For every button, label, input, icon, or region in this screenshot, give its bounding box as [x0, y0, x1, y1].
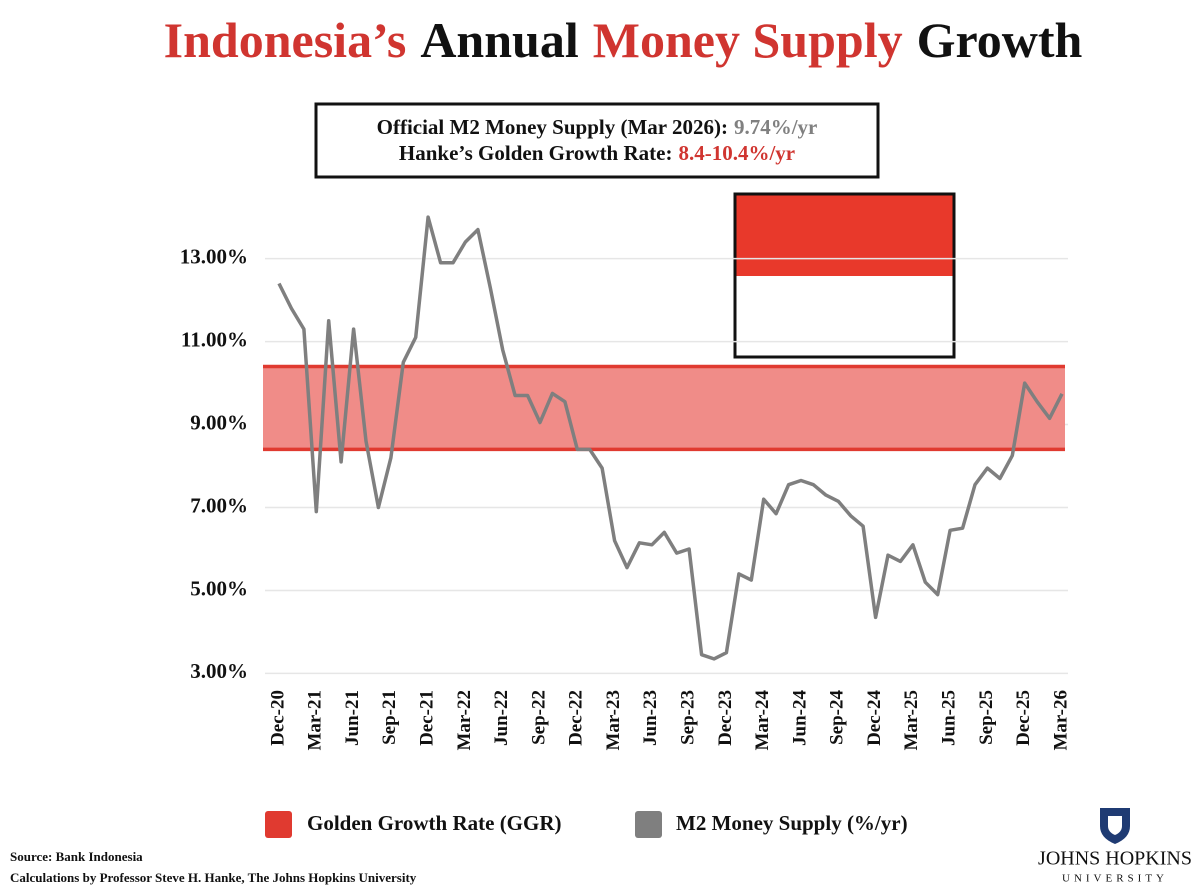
x-tick-label: Mar-25 [901, 690, 922, 751]
x-tick-label: Mar-26 [1050, 690, 1071, 751]
y-tick-label: 11.00% [181, 327, 248, 351]
x-tick-label: Sep-24 [827, 690, 848, 745]
x-tick-label: Mar-21 [305, 690, 326, 751]
flag [733, 192, 956, 359]
x-tick-label: Dec-20 [267, 690, 288, 746]
ggr-band [263, 366, 1065, 450]
x-tick-label: Mar-23 [603, 690, 624, 751]
series-line [277, 215, 1064, 661]
x-tick-label: Dec-22 [566, 690, 587, 746]
source: Source: Bank Indonesia [10, 849, 143, 864]
x-tick-label: Mar-24 [752, 690, 773, 751]
legend-label: Golden Growth Rate (GGR) [307, 811, 562, 835]
y-tick-label: 9.00% [190, 410, 248, 434]
x-tick-label: Sep-25 [976, 690, 997, 745]
title-part: Indonesia’s [164, 12, 407, 68]
title-part: Money Supply [593, 12, 903, 68]
title-part: Annual [420, 12, 579, 68]
x-tick-label: Dec-21 [417, 690, 438, 746]
shield-inner [1108, 816, 1122, 835]
legend-swatch [265, 811, 292, 838]
x-tick-label: Mar-22 [454, 690, 475, 751]
flag-white [735, 276, 954, 357]
flag-red [735, 194, 954, 276]
annotation-text: Official M2 Money Supply (Mar 2026): [377, 115, 728, 139]
source: Calculations by Professor Steve H. Hanke… [10, 870, 417, 885]
legend-swatch [635, 811, 662, 838]
y-tick-label: 5.00% [190, 576, 248, 600]
x-tick-label: Jun-25 [939, 690, 960, 746]
x-tick-label: Dec-23 [715, 690, 736, 746]
annotation-value: 8.4-10.4%/yr [678, 141, 795, 165]
x-tick-label: Sep-22 [528, 690, 549, 745]
logo-name: JOHNS HOPKINS [1038, 848, 1192, 870]
x-tick-label: Jun-21 [342, 690, 363, 746]
x-tick-label: Dec-24 [864, 690, 885, 746]
y-tick-label: 13.00% [180, 244, 248, 268]
logo-sub: UNIVERSITY [1062, 873, 1168, 885]
jhu-shield [1100, 808, 1130, 844]
legend-label: M2 Money Supply (%/yr) [676, 811, 908, 835]
annotation: Hanke’s Golden Growth Rate: 8.4-10.4%/yr [399, 141, 795, 165]
chart-title: Indonesia’s Annual Money Supply Growth [164, 12, 1083, 68]
x-tick-label: Jun-24 [789, 690, 810, 746]
title-part: Growth [917, 12, 1083, 68]
annotation: Official M2 Money Supply (Mar 2026): 9.74… [377, 115, 818, 139]
annotation-box [314, 102, 880, 179]
y-tick-label: 7.00% [190, 493, 248, 517]
x-tick-label: Jun-22 [491, 690, 512, 746]
x-tick-label: Dec-25 [1013, 690, 1034, 746]
x-tick-label: Sep-21 [379, 690, 400, 745]
y-tick-label: 3.00% [190, 659, 248, 683]
annotation-value: 9.74%/yr [734, 115, 817, 139]
x-tick-label: Jun-23 [640, 690, 661, 746]
annotation-text: Hanke’s Golden Growth Rate: [399, 141, 673, 165]
x-tick-label: Sep-23 [678, 690, 699, 745]
flag-border [733, 192, 956, 359]
